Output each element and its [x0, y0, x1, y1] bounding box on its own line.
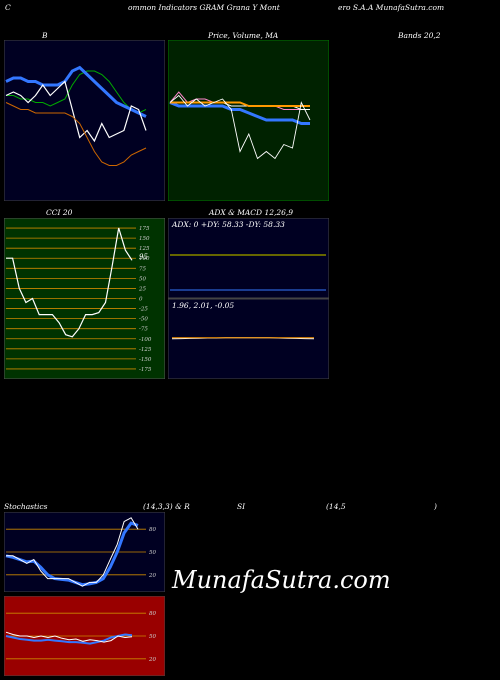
header-left: C	[5, 3, 11, 12]
title-stoch: Stochastics	[4, 502, 48, 511]
b-panel	[4, 40, 165, 201]
stoch-tick-label: 80	[149, 527, 156, 533]
price-panel	[168, 40, 329, 201]
stoch-tick-label: 20	[148, 573, 156, 579]
stoch-k-line	[6, 517, 139, 587]
price-series-line	[169, 101, 310, 125]
title-adx: ADX & MACD 12,26,9	[209, 208, 294, 217]
title-rsi-params: (14,5	[326, 502, 346, 511]
title-b: B	[42, 31, 48, 40]
cci-panel: 175 150 125 100 75 50 25 0 -25 -50 -75 -100 -125 -150…	[4, 218, 165, 379]
stoch-d-line	[5, 521, 139, 587]
header-middle: ommon Indicators GRAM Grana Y Mont	[128, 3, 280, 12]
cci-tick-label: -50	[139, 317, 148, 323]
title-stoch-params: (14,3,3) & R	[143, 502, 190, 511]
cci-tick-label: 0	[139, 297, 143, 303]
header-right: ero S.A.A MunafaSutra.com	[338, 3, 445, 12]
cci-tick-label: 50	[139, 276, 146, 282]
b-series-line	[5, 80, 147, 143]
cci-tick-label: -75	[139, 327, 148, 333]
rsi-blue-line	[5, 633, 133, 645]
stoch-tick-label: 50	[149, 550, 156, 556]
cci-tick-label: -100	[139, 337, 152, 343]
cci-tick-label: -175	[139, 367, 152, 373]
cci-tick-label: 75	[139, 266, 146, 272]
price-panel-bg	[168, 40, 329, 201]
title-price: Price, Volume, MA	[208, 31, 279, 40]
b-panel-bg	[4, 40, 165, 201]
cci-tick-label: 125	[139, 246, 150, 252]
title-rsi-close: )	[434, 502, 437, 511]
watermark: MunafaSutra.com	[172, 566, 391, 594]
adx-readout: ADX: 0 +DY: 58.33 -DY: 58.33	[171, 220, 285, 229]
cci-tick-label: -125	[139, 347, 152, 353]
cci-tick-label: -150	[139, 357, 152, 363]
title-cci: CCI 20	[46, 208, 73, 217]
cci-tick-label: 175	[139, 226, 150, 232]
macd-readout: 1.96, 2.01, -0.05	[172, 301, 234, 310]
title-rsi: SI	[237, 502, 246, 511]
price-series-line	[169, 94, 311, 160]
b-series-line	[5, 102, 147, 166]
cci-tick-label: 100	[139, 256, 150, 262]
rsi-panel: 80 50 20	[4, 596, 165, 676]
price-series-line	[170, 101, 310, 107]
adx-panel-bg	[168, 218, 329, 299]
rsi-tick-label: 50	[149, 634, 156, 640]
cci-tick-label: 25	[138, 286, 146, 292]
title-bands: Bands 20,2	[398, 31, 441, 40]
b-series-line	[5, 65, 147, 118]
rsi-white-line	[5, 631, 133, 643]
rsi-tick-label: 20	[148, 657, 156, 663]
rsi-tick-label: 80	[149, 611, 156, 617]
cci-tick-label: 150	[139, 236, 150, 242]
adx-macd-panel: ADX: 0 +DY: 58.33 -DY: 58.33 1.96, 2.01,…	[168, 218, 329, 379]
stoch-panel: 80 50 20	[4, 512, 165, 592]
cci-series-line	[6, 227, 133, 338]
b-series-line	[6, 70, 147, 114]
cci-tick-label: -25	[139, 307, 148, 313]
cci-value-label: 95	[139, 253, 148, 261]
